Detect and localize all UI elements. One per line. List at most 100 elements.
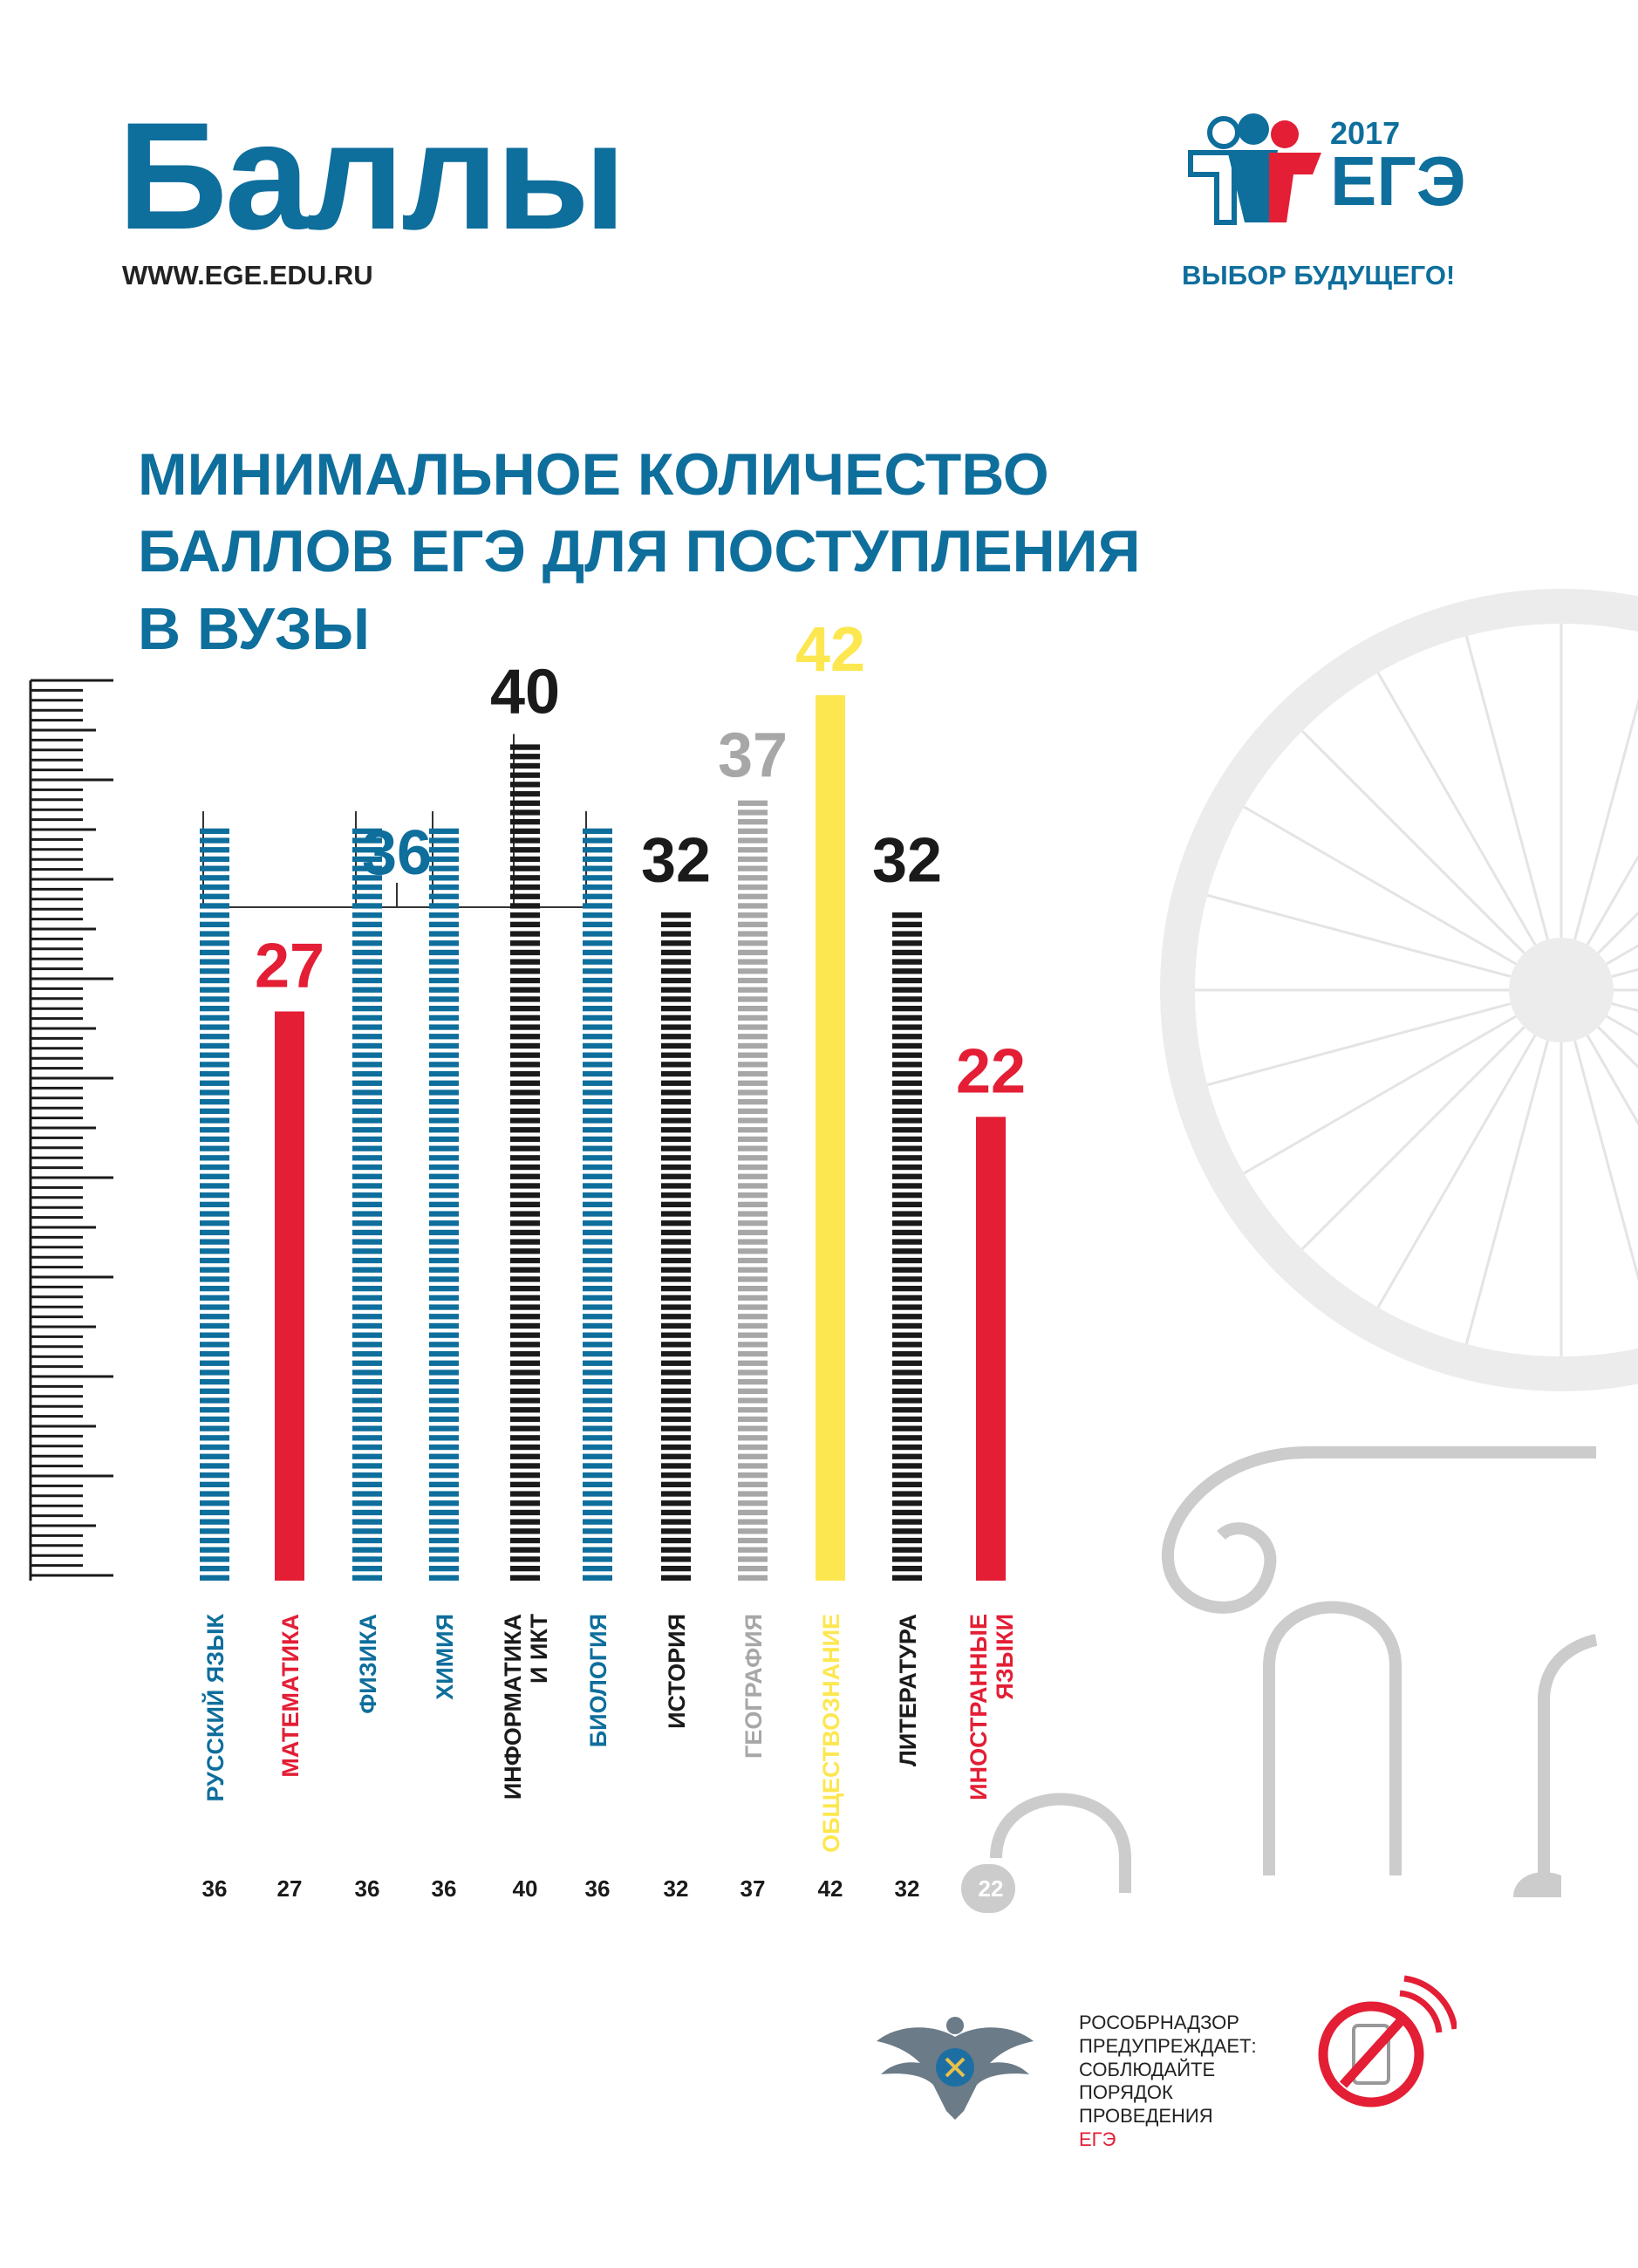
bar-segment xyxy=(892,1528,922,1534)
bar-segment xyxy=(200,1444,229,1451)
bar-segment xyxy=(738,1155,768,1161)
bar-segment xyxy=(661,1229,691,1236)
bar-segment xyxy=(429,1547,459,1553)
bar-segment xyxy=(429,921,459,927)
bar-segment xyxy=(583,1509,612,1516)
bar-segment xyxy=(429,856,459,863)
bar-segment xyxy=(892,1006,922,1012)
bar-segment xyxy=(429,837,459,844)
bar-segment xyxy=(583,1164,612,1171)
logo-word: ЕГЭ xyxy=(1330,142,1466,220)
bar-segment xyxy=(583,1322,612,1329)
bar-segment xyxy=(429,1435,459,1441)
bar-segment xyxy=(892,1463,922,1469)
bar-segment xyxy=(661,1342,691,1348)
bar-segment xyxy=(200,884,229,891)
bar-segment xyxy=(892,1379,922,1385)
bar-segment xyxy=(892,1304,922,1310)
bar-segment xyxy=(892,1220,922,1226)
bar-segment xyxy=(583,1136,612,1143)
bar-value-label: 42 xyxy=(795,615,865,685)
bar-segment xyxy=(510,856,540,863)
bottom-value-label: 42 xyxy=(818,1875,843,1902)
bar-segment xyxy=(738,1042,768,1049)
bar-segment xyxy=(661,1491,691,1497)
bar-segment xyxy=(583,847,612,853)
bar-segment xyxy=(661,949,691,956)
bicycle-wheel-decor xyxy=(1160,589,1638,1391)
bar-segment xyxy=(661,1164,691,1171)
bar-segment xyxy=(429,987,459,993)
bar-segment xyxy=(200,1248,229,1254)
bar-segment xyxy=(661,1034,691,1040)
bar-segment xyxy=(200,1379,229,1385)
bar-value-label: 22 xyxy=(956,1036,1026,1106)
bar-segment xyxy=(429,1444,459,1451)
bar-segment xyxy=(510,790,540,797)
bar-segment xyxy=(583,1370,612,1376)
bar-segment xyxy=(583,1556,612,1562)
bar-segment xyxy=(200,1145,229,1151)
bar-segment xyxy=(661,1350,691,1357)
bar-segment xyxy=(892,931,922,937)
bar-segment xyxy=(583,1491,612,1497)
bar-segment xyxy=(429,1453,459,1459)
bar-segment xyxy=(583,1062,612,1068)
bar-segment xyxy=(510,977,540,984)
bar-segment xyxy=(583,1052,612,1058)
bar-segment xyxy=(892,1136,922,1143)
bottom-value-label: 36 xyxy=(355,1875,380,1902)
bar-segment xyxy=(892,987,922,993)
bar-segment xyxy=(738,1370,768,1376)
bar-segment xyxy=(738,1006,768,1012)
bar-segment xyxy=(352,1397,382,1404)
bar-segment xyxy=(200,912,229,919)
bar-segment xyxy=(200,1164,229,1171)
bar-fill xyxy=(816,695,845,1581)
bar-segment xyxy=(429,1183,459,1189)
bar-segment xyxy=(429,1388,459,1394)
bar-segment xyxy=(200,1332,229,1338)
bar-segment xyxy=(200,1192,229,1199)
bar-segment xyxy=(200,1425,229,1431)
bar-segment xyxy=(429,1127,459,1133)
bar-segment xyxy=(352,1322,382,1329)
bar-segment xyxy=(200,1519,229,1525)
bar-segment xyxy=(352,1575,382,1581)
bar-segment xyxy=(892,1519,922,1525)
bar-segment xyxy=(200,847,229,853)
bar-segment xyxy=(583,1407,612,1413)
bar-segment xyxy=(352,1090,382,1096)
bar-segment xyxy=(200,1220,229,1226)
bar-segment xyxy=(200,1342,229,1348)
bar-segment xyxy=(583,1463,612,1469)
bar-segment xyxy=(352,1481,382,1487)
bar-segment xyxy=(661,1547,691,1553)
bar-segment xyxy=(429,893,459,899)
logo-year: 2017 xyxy=(1330,115,1401,151)
bar-segment xyxy=(429,1500,459,1506)
bar-segment xyxy=(352,1239,382,1245)
bar-segment xyxy=(738,1453,768,1459)
bar-segment xyxy=(892,1416,922,1423)
bar-segment xyxy=(352,1491,382,1497)
bar-segment xyxy=(352,1117,382,1124)
bar-segment xyxy=(429,1145,459,1151)
bar-segment xyxy=(583,968,612,974)
bar-segment xyxy=(738,1090,768,1096)
bar-segment xyxy=(429,931,459,937)
bar-segment xyxy=(429,1248,459,1254)
bar-segment xyxy=(892,1332,922,1338)
bar-segment xyxy=(352,1332,382,1338)
site-url-link[interactable]: WWW.EGE.EDU.RU xyxy=(122,260,373,290)
bar-segment xyxy=(352,1267,382,1273)
bar-segment xyxy=(892,1295,922,1301)
bar-segment xyxy=(200,1183,229,1189)
bar-value-label: 37 xyxy=(718,721,788,790)
bar-segment xyxy=(738,1444,768,1451)
bar-segment xyxy=(661,1519,691,1525)
bar-segment xyxy=(429,1491,459,1497)
bar-segment xyxy=(429,1314,459,1320)
bar-segment xyxy=(892,1566,922,1572)
bar-segment xyxy=(429,1407,459,1413)
